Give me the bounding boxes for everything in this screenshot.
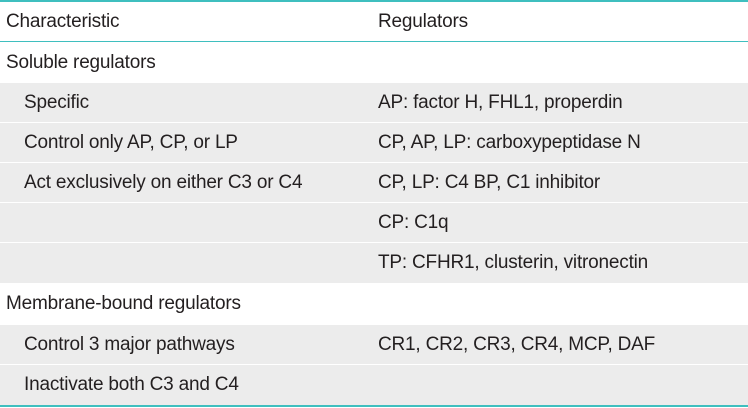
row-characteristic: Control only AP, CP, or LP [24,131,238,153]
table-header-row: Characteristic Regulators [0,2,748,42]
table-row: Act exclusively on either C3 or C4 CP, L… [0,163,748,203]
row-regulators: CP, LP: C4 BP, C1 inhibitor [378,171,601,193]
table-row: Membrane-bound regulators [0,284,748,324]
row-characteristic: Control 3 major pathways [24,333,235,355]
table-row: Inactivate both C3 and C4 [0,365,748,405]
table-row: Control 3 major pathways CR1, CR2, CR3, … [0,325,748,365]
table-row: Soluble regulators [0,43,748,83]
table-top-rule [0,0,748,2]
row-characteristic: Soluble regulators [6,52,156,73]
row-regulators: CP: C1q [378,211,449,233]
table-row: Control only AP, CP, or LP CP, AP, LP: c… [0,123,748,163]
row-characteristic: Inactivate both C3 and C4 [24,374,239,395]
row-regulators: AP: factor H, FHL1, properdin [378,91,623,113]
header-regulators: Regulators [378,10,468,32]
table-row: TP: CFHR1, clusterin, vitronectin [0,243,748,283]
table-row: CP: C1q [0,203,748,243]
row-characteristic: Membrane-bound regulators [6,293,241,314]
row-characteristic: Specific [24,91,89,113]
table-row: Specific AP: factor H, FHL1, properdin [0,83,748,123]
row-regulators: CP, AP, LP: carboxypeptidase N [378,131,641,153]
header-characteristic: Characteristic [6,10,120,32]
table-bottom-rule [0,405,748,407]
row-regulators: TP: CFHR1, clusterin, vitronectin [378,252,649,273]
row-regulators: CR1, CR2, CR3, CR4, MCP, DAF [378,333,655,355]
row-characteristic: Act exclusively on either C3 or C4 [24,171,303,193]
